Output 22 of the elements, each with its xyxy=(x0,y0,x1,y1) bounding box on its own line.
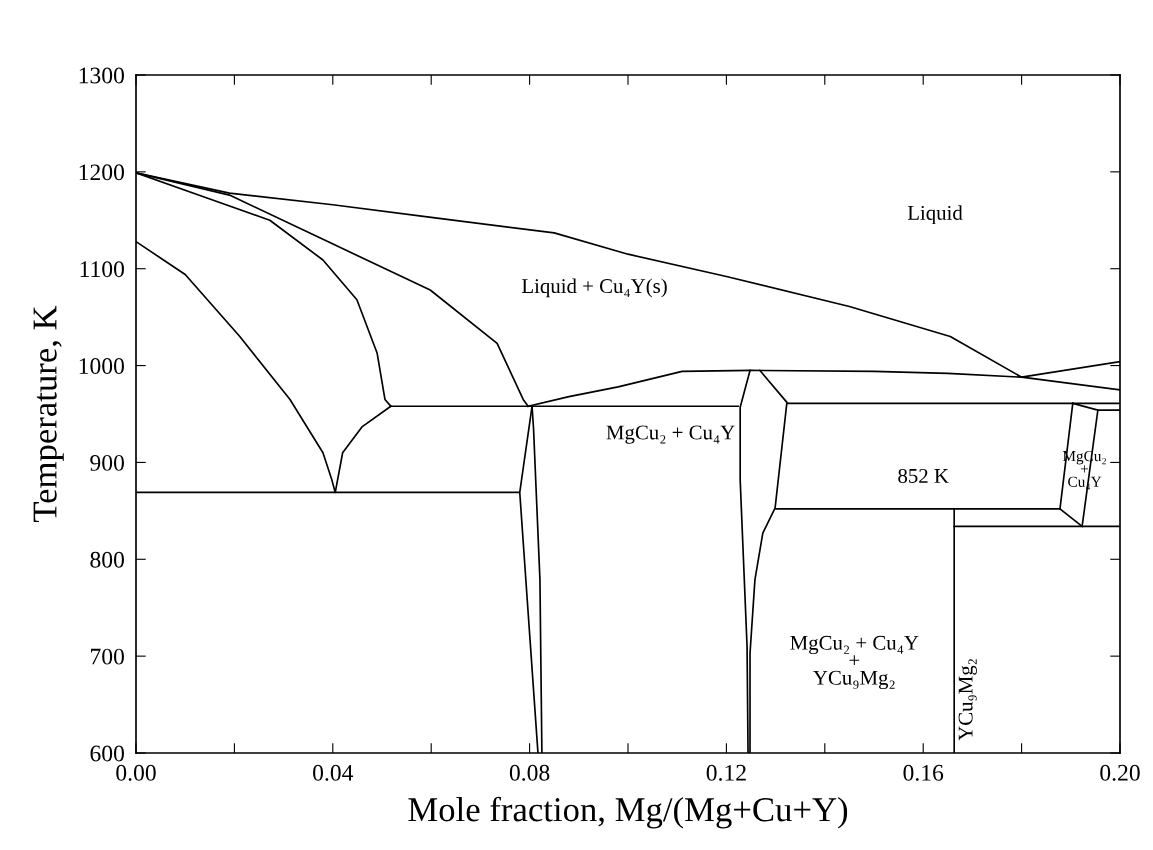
annotation: Liquid + Cu₄Y(s) xyxy=(521,278,667,298)
annotation: YCu₉Mg₂ xyxy=(958,659,977,741)
y-tick-label: 900 xyxy=(90,454,124,471)
y-tick-label: 700 xyxy=(91,648,124,665)
y-tick-label: 1000 xyxy=(79,358,124,374)
y-axis-title: Temperature, K xyxy=(33,305,64,523)
annotation: 852 K xyxy=(898,468,949,483)
x-tick-label: 0.08 xyxy=(509,764,550,781)
annotation: Liquid xyxy=(907,205,963,225)
x-tick-label: 0.16 xyxy=(903,764,944,781)
annotation: MgCu₂ + Cu₄Y + YCu₉Mg₂ xyxy=(790,635,919,690)
annotation: MgCu₂ + Cu₄Y xyxy=(606,425,735,444)
y-tick-label: 600 xyxy=(90,745,124,762)
x-tick-label: 0.12 xyxy=(706,764,746,781)
x-tick-label: 0.20 xyxy=(1100,764,1140,781)
x-axis-title: Mole fraction, Mg/(Mg+Cu+Y) xyxy=(408,796,848,829)
x-tick-label: 0.00 xyxy=(116,764,156,781)
x-tick-label: 0.04 xyxy=(313,764,354,781)
y-tick-label: 1300 xyxy=(79,67,124,84)
y-tick-label: 1100 xyxy=(80,261,124,278)
y-tick-label: 800 xyxy=(90,551,124,568)
y-tick-label: 1200 xyxy=(79,164,124,181)
